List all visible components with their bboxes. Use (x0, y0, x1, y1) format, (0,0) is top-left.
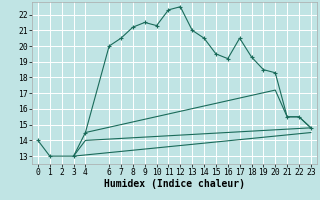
X-axis label: Humidex (Indice chaleur): Humidex (Indice chaleur) (104, 179, 245, 189)
